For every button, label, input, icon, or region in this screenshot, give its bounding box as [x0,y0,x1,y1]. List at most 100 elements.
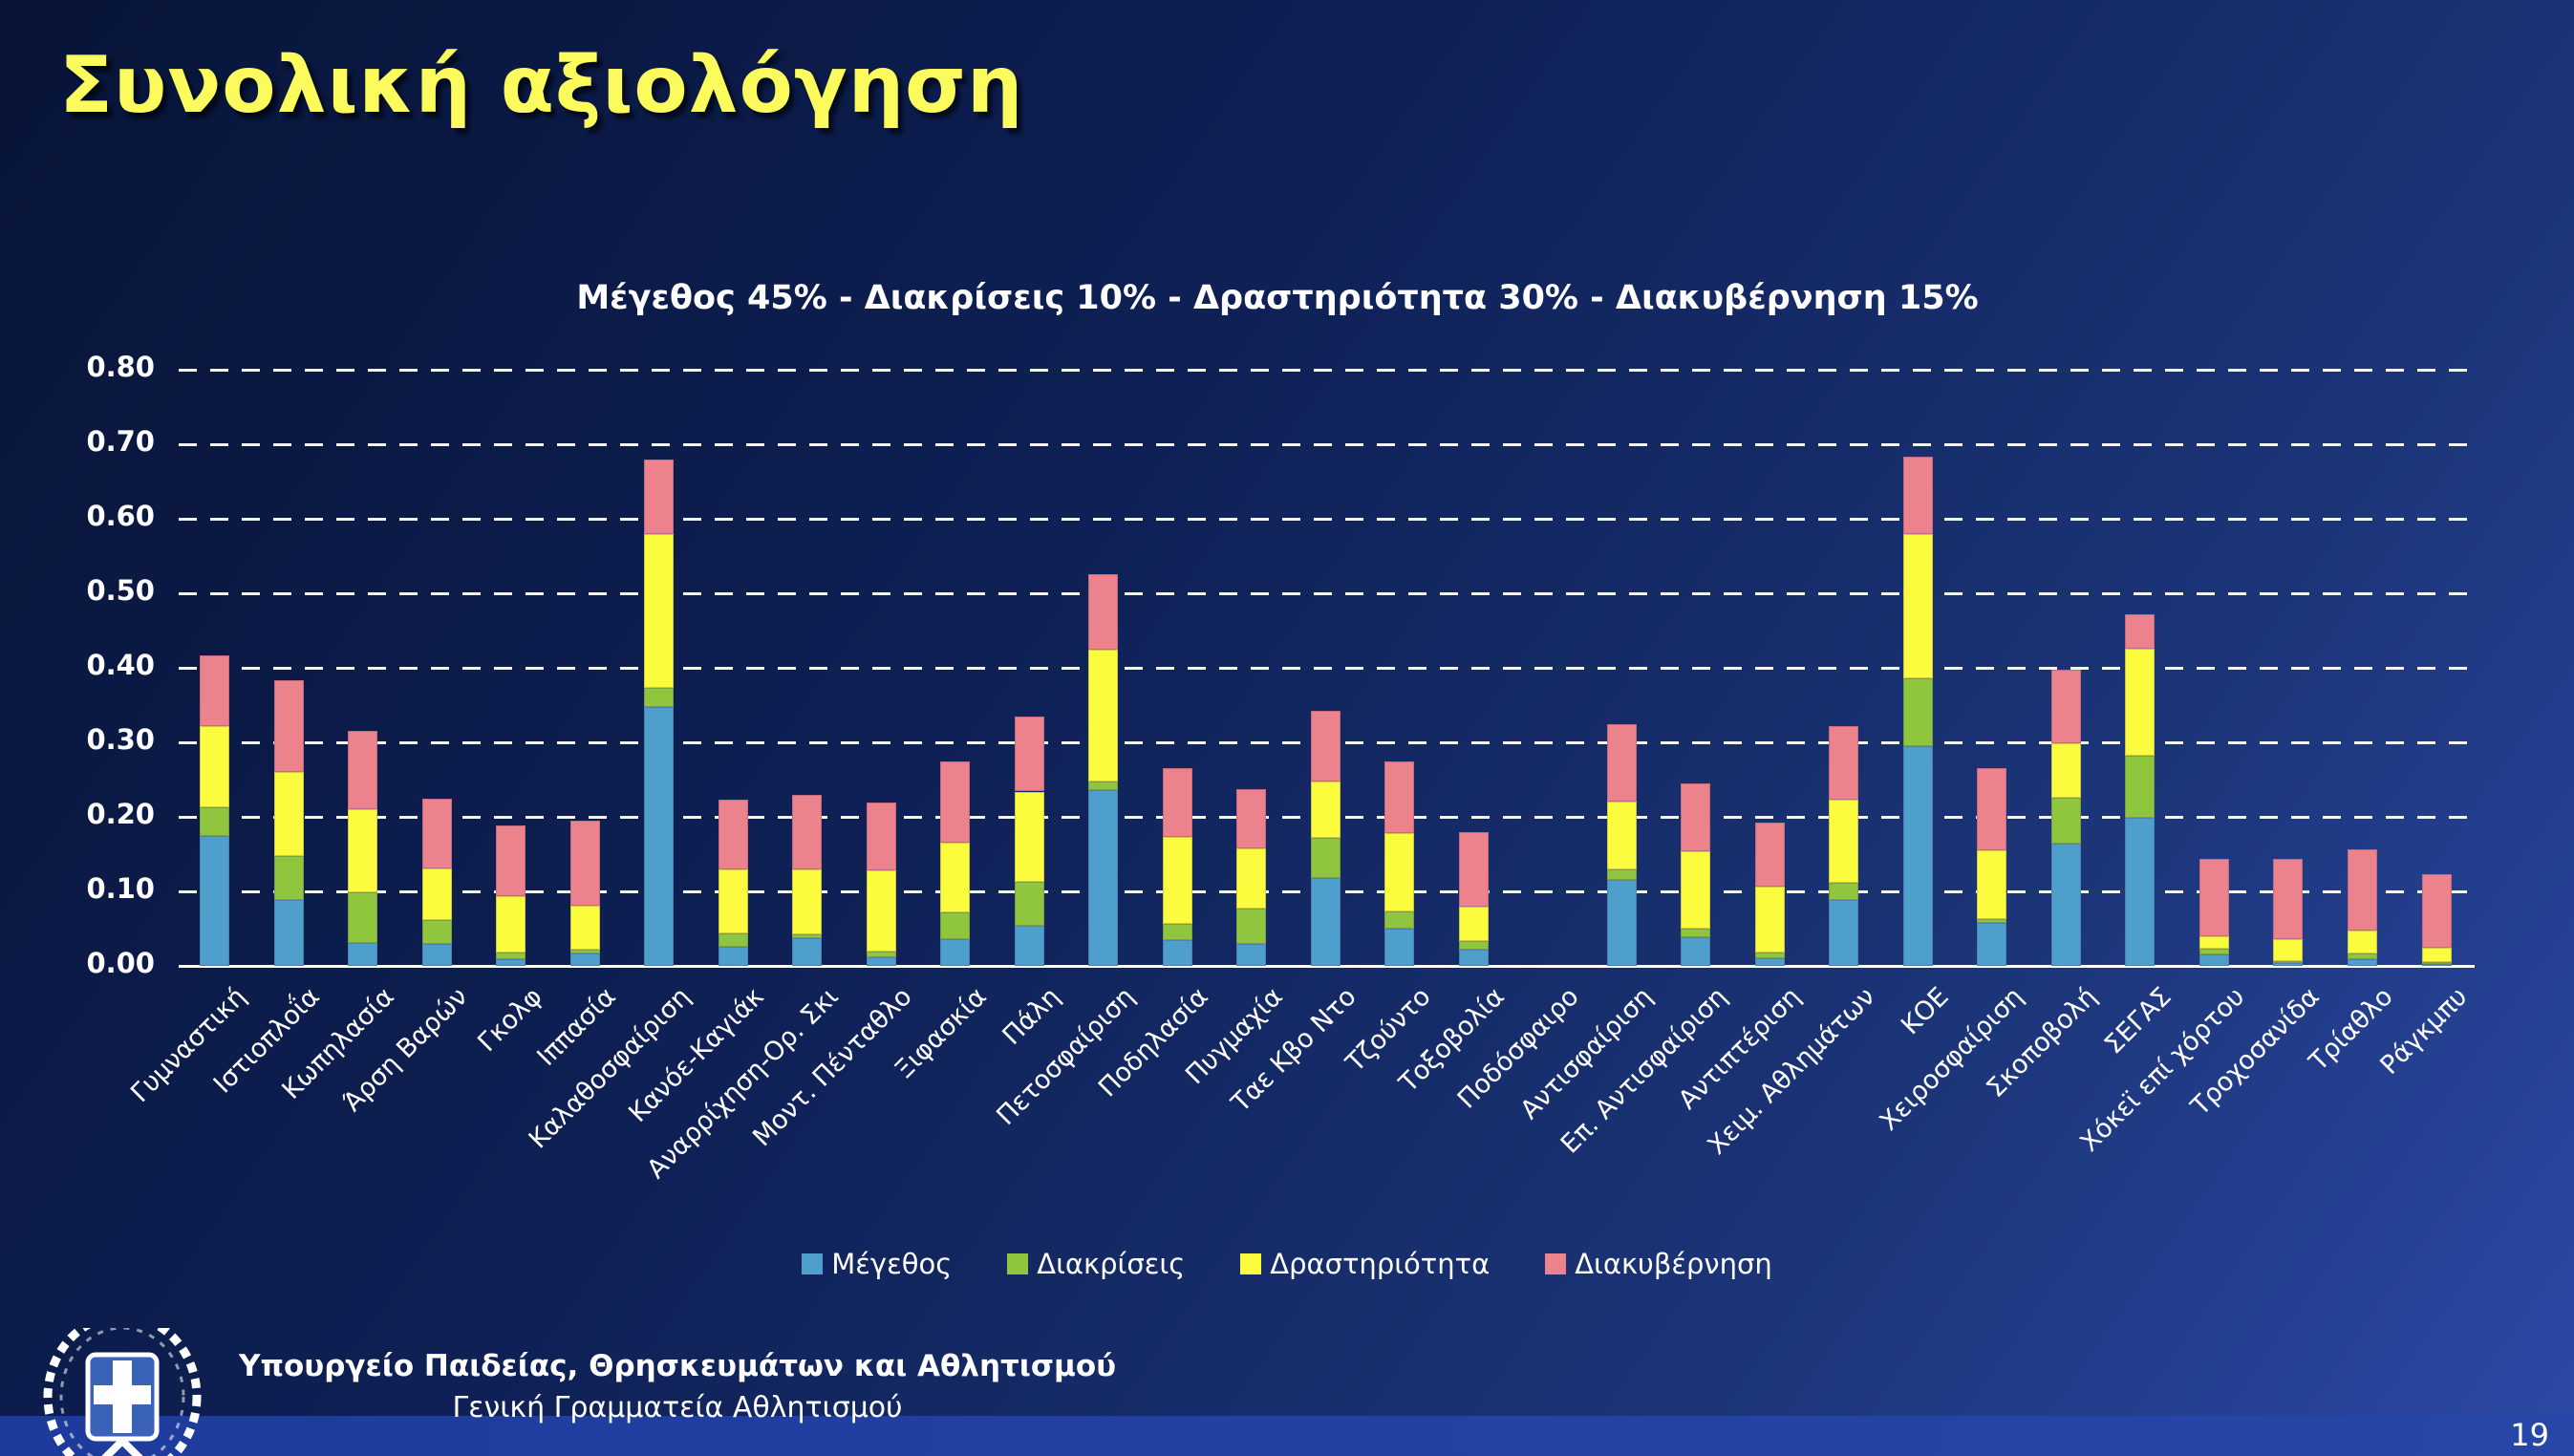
y-axis-label: 0.20 [86,798,155,830]
gridline-0.50 [179,592,2475,595]
bar-segment [1458,906,1489,942]
bar-segment [1014,716,1044,792]
bar-segment [421,943,452,966]
bar-segment [1014,881,1044,926]
bar-segment [1902,677,1933,746]
bar-segment [2347,849,2377,931]
bar-segment [2050,844,2081,966]
bar-segment [1977,918,2007,923]
bar-segment [496,952,526,959]
bar-segment [940,938,971,966]
y-axis-label: 0.80 [86,351,155,383]
bar-segment [1606,802,1637,869]
y-axis-label: 0.30 [86,723,155,756]
bar-segment [1088,789,1119,966]
bar-segment [1829,899,1859,966]
bar-segment [348,891,378,943]
bar-segment [273,772,304,857]
bar-segment [273,680,304,773]
bar-segment [1977,768,2007,851]
legend-label: Διακυβέρνηση [1575,1248,1772,1280]
bar-segment [1681,850,1711,929]
secretariat-name: Γενική Γραμματεία Αθλητισμού [452,1391,903,1424]
bar-segment [1236,847,1267,909]
legend-swatch-green [1007,1253,1029,1274]
bar-segment [1606,868,1637,880]
bar-segment [496,958,526,966]
bar-segment [1754,823,1785,888]
greek-coat-of-arms-logo [43,1328,202,1456]
footer: Υπουργείο Παιδείας, Θρησκευμάτων και Αθλ… [27,1328,1116,1456]
bar-segment [569,905,600,950]
bar-segment [1458,941,1489,950]
bar-segment [2199,953,2229,966]
bar-segment [1088,649,1119,782]
bar-segment [200,835,229,966]
bar-segment [200,725,229,807]
bar-segment [1829,725,1859,801]
bar-segment [1014,925,1044,966]
y-axis-label: 0.70 [86,425,155,458]
bar-segment [1681,936,1711,966]
bar-segment [1829,800,1859,884]
bar-segment [1902,745,1933,966]
legend-item-megethos: Μέγεθος [802,1248,952,1280]
bar-segment [421,867,452,921]
gridline-0.40 [179,667,2475,670]
bar-segment [273,900,304,966]
legend-swatch-blue [802,1253,824,1274]
bar-segment [496,896,526,953]
bar-segment [940,761,971,844]
bar-segment [718,946,748,966]
bar-segment [792,938,823,966]
bar-segment [2421,947,2452,963]
bar-segment [644,534,675,689]
stacked-bar-chart: 0.80 0.70 0.60 0.50 0.40 0.30 0.20 0.10 0.00 [86,351,2475,979]
bar-segment [1384,833,1415,912]
bar-segment [940,911,971,939]
bar-segment [1754,958,1785,966]
bar-segment [1162,939,1192,966]
bar-segment [1310,877,1341,966]
bar-segment [2347,953,2377,959]
page-title: Συνολική αξιολόγηση [59,40,1024,131]
legend-label: Διακρίσεις [1037,1248,1186,1280]
bar-segment [348,730,378,810]
bar-segment [2050,742,2081,798]
gridline-0.60 [179,518,2475,521]
bar-segment [1681,782,1711,851]
bar-segment [2273,858,2304,939]
bar-segment [644,706,675,966]
legend-item-diakriseis: Διακρίσεις [1007,1248,1185,1280]
bar-segment [1681,929,1711,937]
legend-swatch-yellow [1240,1253,1262,1274]
bar-segment [2125,648,2156,757]
bar-segment [2199,935,2229,950]
bar-segment [1977,922,2007,966]
bar-segment [718,869,748,934]
bar-segment [1606,879,1637,966]
bar-segment [866,803,896,871]
bar-segment [1902,534,1933,678]
footer-strip [0,1416,2574,1456]
bar-segment [1236,789,1267,848]
ministry-name: Υπουργείο Παιδείας, Θρησκευμάτων και Αθλ… [239,1349,1117,1383]
bar-segment [792,795,823,869]
bar-segment [1829,883,1859,900]
bar-segment [1458,831,1489,907]
bar-segment [200,806,229,836]
y-axis-label: 0.50 [86,574,155,607]
bar-segment [1310,837,1341,878]
bar-segment [421,920,452,944]
bar-segment [200,654,229,726]
legend-item-diakyvernisi: Διακυβέρνηση [1545,1248,1772,1280]
bar-segment [1162,923,1192,940]
bar-segment [496,824,526,897]
gridline-0.80 [179,369,2475,372]
legend-item-drastiriotita: Δραστηριότητα [1240,1248,1490,1280]
bar-segment [1088,573,1119,650]
bar-segment [2125,613,2156,649]
bar-segment [1162,837,1192,924]
bar-segment [792,868,823,935]
bar-segment [2421,874,2452,948]
